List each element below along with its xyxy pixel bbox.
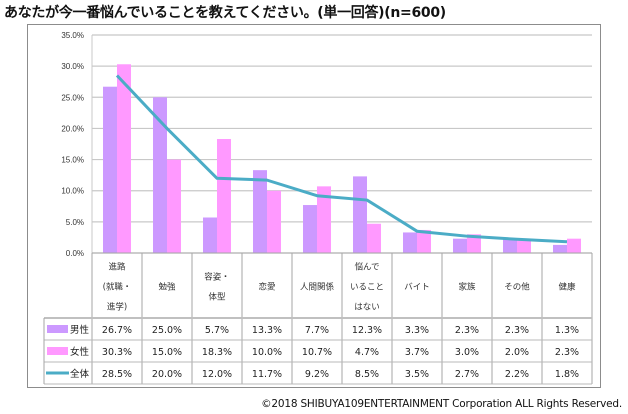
data-label: 8.5% <box>355 369 379 380</box>
bar-男性 <box>153 97 167 254</box>
legend-key-女性 <box>47 347 68 355</box>
category-label: 人間関係 <box>300 283 335 293</box>
bar-男性 <box>203 217 217 253</box>
bar-女性 <box>517 240 531 253</box>
category-label: 容姿・ <box>204 272 230 283</box>
bar-男性 <box>453 238 467 253</box>
data-label: 12.3% <box>352 325 382 336</box>
data-label: 3.7% <box>405 347 429 358</box>
bar-女性 <box>467 234 481 253</box>
data-label: 28.5% <box>102 369 132 380</box>
data-label: 20.0% <box>152 369 182 380</box>
category-label: 悩んで <box>354 262 379 273</box>
data-label: 3.0% <box>455 347 479 358</box>
data-label: 1.3% <box>555 325 579 336</box>
category-label: 進路 <box>108 262 126 273</box>
line-series <box>115 74 568 244</box>
data-label: 2.2% <box>505 369 529 380</box>
data-label: 12.0% <box>202 369 232 380</box>
data-label: 2.3% <box>555 347 579 358</box>
bar-女性 <box>567 238 581 253</box>
bar-女性 <box>267 190 281 253</box>
category-label: (就職・ <box>103 282 132 293</box>
y-tick-label: 20.0% <box>61 124 84 133</box>
data-label: 2.7% <box>455 369 479 380</box>
bar-女性 <box>317 186 331 253</box>
data-label: 15.0% <box>152 347 182 358</box>
data-label: 10.7% <box>302 347 332 358</box>
y-tick-label: 35.0% <box>61 31 84 40</box>
bar-女性 <box>417 229 431 253</box>
y-tick-label: 15.0% <box>61 156 84 165</box>
category-label: いること <box>350 283 384 293</box>
y-tick-label: 30.0% <box>61 62 84 71</box>
y-tick-label: 0.0% <box>66 249 84 258</box>
category-label: その他 <box>504 282 530 293</box>
category-label: はない <box>354 303 380 313</box>
data-label: 13.3% <box>252 325 282 336</box>
bar-女性 <box>367 223 381 253</box>
chart-frame <box>27 24 601 388</box>
category-label: 健康 <box>558 282 576 293</box>
bar-男性 <box>253 170 267 253</box>
category-label: 恋愛 <box>258 282 276 293</box>
bar-女性 <box>167 159 181 253</box>
data-label: 3.3% <box>405 325 429 336</box>
data-label: 2.3% <box>455 325 479 336</box>
category-label: 進学) <box>107 302 127 313</box>
data-label: 7.7% <box>305 325 329 336</box>
line-全体 <box>115 74 568 244</box>
data-label: 5.7% <box>205 325 229 336</box>
data-label: 9.2% <box>305 369 329 380</box>
legend-key-男性 <box>47 325 68 333</box>
bar-男性 <box>353 176 367 253</box>
legend-label: 女性 <box>70 346 90 358</box>
category-label: 体型 <box>208 292 226 303</box>
y-tick-label: 5.0% <box>66 218 84 227</box>
chart-title: あなたが今一番悩んでいることを教えてください。(単一回答)(n=600) <box>4 5 446 21</box>
data-label: 2.3% <box>505 325 529 336</box>
data-label: 18.3% <box>202 347 232 358</box>
y-axis-ticks: 0.0% 5.0% 10.0% 15.0% 20.0% 25.0% 30.0% 35.0% <box>61 31 84 258</box>
data-label: 10.0% <box>252 347 282 358</box>
bar-男性 <box>103 86 117 253</box>
data-label: 1.8% <box>555 369 579 380</box>
y-tick-label: 25.0% <box>61 93 84 102</box>
bars <box>103 64 581 254</box>
bar-女性 <box>117 64 131 253</box>
category-label: 家族 <box>458 282 476 293</box>
data-label: 2.0% <box>505 347 529 358</box>
category-label: バイト <box>404 283 430 293</box>
legend-label: 男性 <box>70 324 90 336</box>
data-label: 30.3% <box>102 347 132 358</box>
bar-男性 <box>553 244 567 253</box>
data-label: 11.7% <box>252 369 282 380</box>
copyright-footer: ©2018 SHIBUYA109ENTERTAINMENT Corporatio… <box>261 398 622 410</box>
bar-男性 <box>503 238 517 253</box>
data-label: 26.7% <box>102 325 132 336</box>
y-tick-label: 10.0% <box>61 187 84 196</box>
data-label: 25.0% <box>152 325 182 336</box>
bar-女性 <box>217 139 231 253</box>
data-label: 4.7% <box>355 347 379 358</box>
bar-男性 <box>303 205 317 253</box>
category-label: 勉強 <box>158 282 176 293</box>
data-label: 3.5% <box>405 369 429 380</box>
bar-男性 <box>403 232 417 253</box>
legend-label: 全体 <box>70 368 90 380</box>
